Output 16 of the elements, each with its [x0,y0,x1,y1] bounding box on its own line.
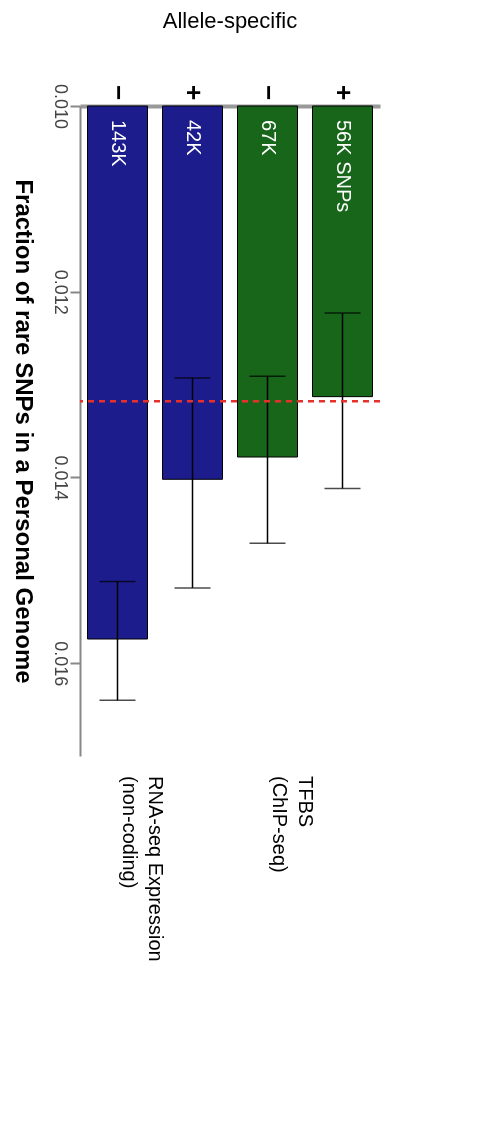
text: TFBS (ChIP-seq) [269,776,317,873]
x-tick-label: + [179,84,209,101]
annotation: 42K [182,120,205,157]
y-axis-title: Fraction of rare SNPs in a Personal Genome [10,179,38,684]
y-tick-label: 0.016 [50,641,71,687]
y-tick-label: 0.014 [50,455,71,501]
text: RNA-seq Expression (non-coding) [119,776,167,962]
annotation: 67K [257,120,280,157]
y-tick-label: 0.012 [50,269,71,315]
annotation: 56K SNPs [332,120,355,213]
annotation: 143K [107,120,130,168]
x-tick-label: + [329,84,359,101]
x-tick-label: − [104,84,134,101]
chart-title: Allele-specific [162,8,298,34]
y-tick-label: 0.010 [50,83,71,130]
x-tick-label: − [254,84,284,101]
